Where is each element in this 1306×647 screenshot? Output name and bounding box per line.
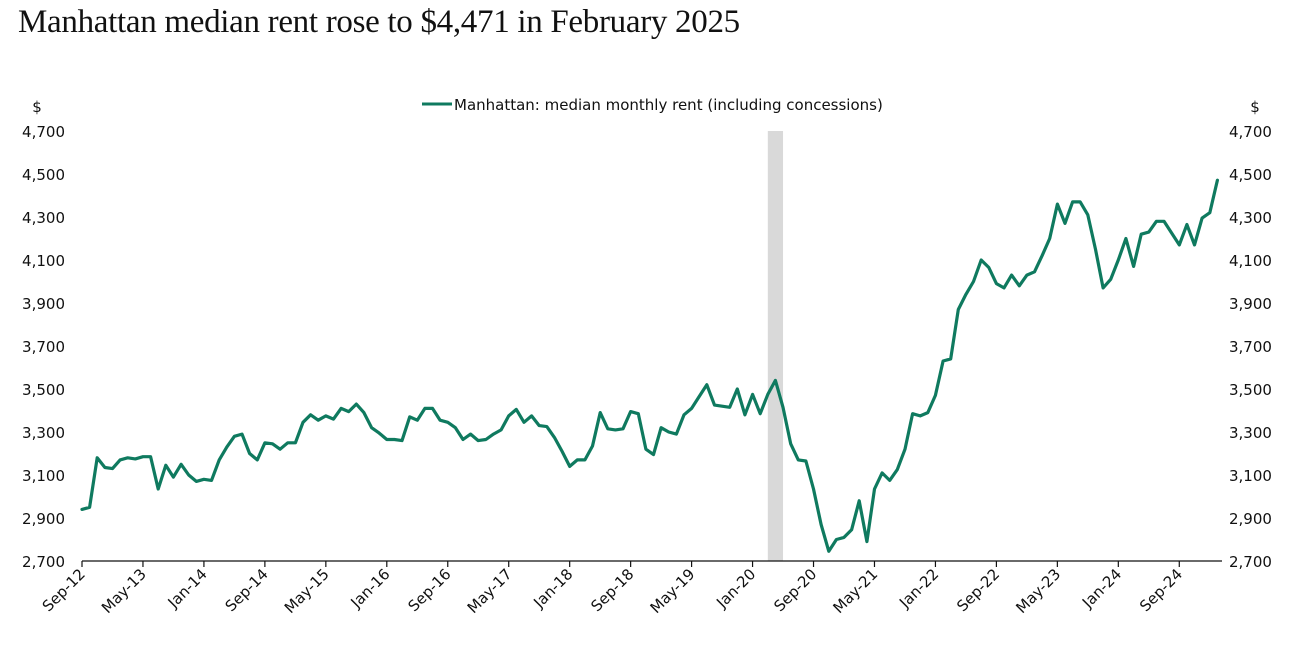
- y-tick-label-right: 2,900: [1229, 510, 1272, 528]
- y-tick-label-left: 2,700: [22, 553, 65, 571]
- chart-title: Manhattan median rent rose to $4,471 in …: [18, 4, 740, 40]
- y-tick-label-left: 4,100: [22, 252, 65, 270]
- x-tick-label: Sep-24: [1136, 565, 1186, 615]
- y-tick-label-right: 3,900: [1229, 295, 1272, 313]
- y-axis-unit-left: $: [32, 98, 42, 116]
- y-tick-label-left: 4,300: [22, 209, 65, 227]
- y-tick-label-right: 3,500: [1229, 381, 1272, 399]
- y-tick-label-right: 3,700: [1229, 338, 1272, 356]
- y-tick-label-right: 2,700: [1229, 553, 1272, 571]
- y-tick-label-left: 3,100: [22, 467, 65, 485]
- x-tick-label: Jan-20: [712, 565, 759, 612]
- legend-label: Manhattan: median monthly rent (includin…: [454, 96, 883, 114]
- y-tick-label-left: 3,300: [22, 424, 65, 442]
- y-tick-label-left: 4,700: [22, 123, 65, 141]
- y-tick-label-right: 4,300: [1229, 209, 1272, 227]
- y-tick-label-right: 4,100: [1229, 252, 1272, 270]
- x-tick-label: Jan-16: [347, 565, 394, 612]
- x-tick-label: May-17: [464, 565, 516, 617]
- y-tick-label-right: 4,500: [1229, 166, 1272, 184]
- y-tick-label-right: 4,700: [1229, 123, 1272, 141]
- x-tick-label: Jan-18: [529, 565, 576, 612]
- x-tick-label: May-13: [98, 565, 150, 617]
- x-tick-label: Jan-24: [1078, 565, 1125, 612]
- y-axis-unit-right: $: [1250, 98, 1260, 116]
- x-tick-label: Sep-22: [953, 565, 1003, 615]
- x-tick-label: May-19: [647, 565, 699, 617]
- x-tick-label: Jan-22: [895, 565, 942, 612]
- legend: Manhattan: median monthly rent (includin…: [422, 96, 883, 114]
- x-tick-label: May-15: [281, 565, 333, 617]
- y-tick-label-right: 3,100: [1229, 467, 1272, 485]
- y-tick-label-right: 3,300: [1229, 424, 1272, 442]
- y-tick-label-left: 2,900: [22, 510, 65, 528]
- shaded-period-band: [767, 131, 784, 561]
- y-tick-label-left: 4,500: [22, 166, 65, 184]
- series-line-manhattan-rent: [80, 178, 1220, 553]
- x-tick-label: Sep-18: [587, 565, 637, 615]
- y-tick-label-left: 3,900: [22, 295, 65, 313]
- x-tick-label: Jan-14: [164, 565, 211, 612]
- y-tick-label-left: 3,700: [22, 338, 65, 356]
- y-tick-label-left: 3,500: [22, 381, 65, 399]
- x-tick-label: Sep-20: [770, 565, 820, 615]
- x-tick-label: May-21: [830, 565, 882, 617]
- x-tick-label: Sep-16: [405, 565, 455, 615]
- x-tick-label: Sep-14: [222, 565, 272, 615]
- x-tick-label: May-23: [1012, 565, 1064, 617]
- x-tick-label: Sep-12: [39, 565, 89, 615]
